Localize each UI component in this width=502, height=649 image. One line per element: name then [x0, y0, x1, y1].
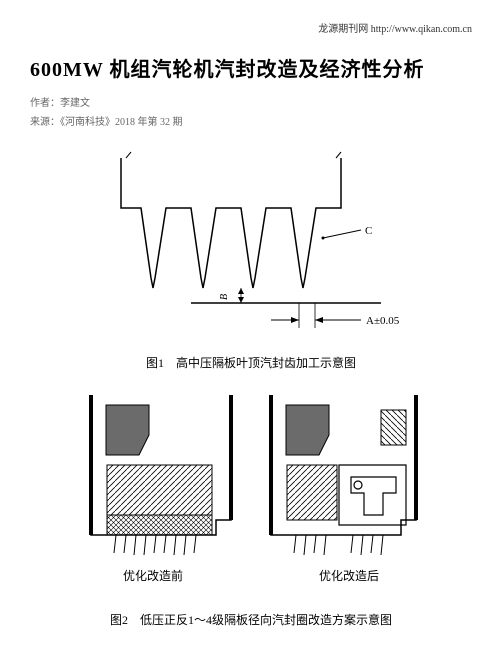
- figure-2-left: 优化改造前: [91, 395, 231, 583]
- label-c: C: [365, 225, 372, 237]
- figure-2-right-label: 优化改造后: [319, 569, 379, 583]
- figure-1: C B A±0.05 图1 高中压隔板叶顶汽封齿加工示意图: [30, 148, 472, 371]
- source-label: 龙源期刊网: [318, 24, 368, 35]
- source-line: 来源：《河南科技》2018 年第 32 期: [30, 113, 472, 128]
- figure-1-caption: 图1 高中压隔板叶顶汽封齿加工示意图: [30, 354, 472, 371]
- author-label: 作者：: [30, 98, 60, 109]
- author-line: 作者：李建文: [30, 94, 472, 109]
- label-a: A±0.05: [366, 315, 400, 327]
- figure-2-left-label: 优化改造前: [123, 568, 183, 583]
- source-issue: 2018 年第 32 期: [115, 117, 183, 128]
- header-source: 龙源期刊网 http://www.qikan.com.cn: [30, 20, 472, 35]
- figure-1-svg: C B A±0.05: [71, 148, 431, 348]
- figure-2-svg: 优化改造前: [61, 385, 441, 605]
- label-b: B: [219, 294, 230, 300]
- figure-2: 优化改造前: [30, 385, 472, 628]
- figure-2-right: 优化改造后: [271, 395, 416, 583]
- source-label-text: 来源：: [30, 117, 60, 128]
- author-name: 李建文: [60, 98, 90, 109]
- source-publication: 《河南科技》: [60, 117, 115, 128]
- figure-2-caption: 图2 低压正反1～4级隔板径向汽封圈改造方案示意图: [30, 611, 472, 628]
- source-url[interactable]: http://www.qikan.com.cn: [371, 24, 472, 35]
- page-title: 600MW 机组汽轮机汽封改造及经济性分析: [30, 53, 472, 82]
